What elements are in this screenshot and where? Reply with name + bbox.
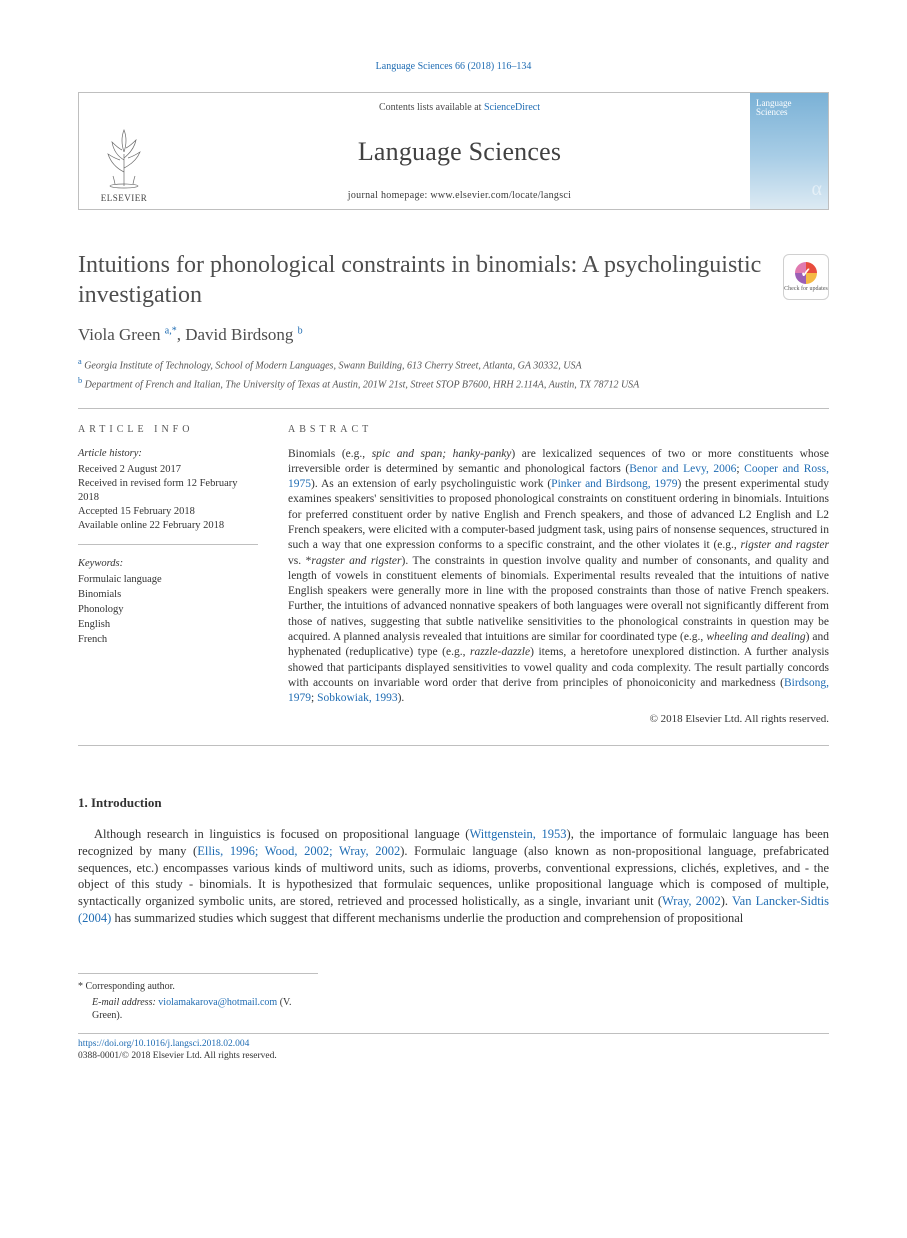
journal-cover-thumb: Language Sciences α [750,93,828,209]
section-1-heading: 1. Introduction [78,794,829,812]
keyword: Formulaic language [78,573,258,587]
cover-alpha-icon: α [812,176,822,203]
journal-name: Language Sciences [358,134,561,169]
cover-title: Language Sciences [756,99,822,119]
history-line: Accepted 15 February 2018 [78,505,258,519]
elsevier-tree-icon [98,124,150,190]
history-line: Available online 22 February 2018 [78,519,258,533]
intro-paragraph: Although research in linguistics is focu… [78,826,829,927]
corresponding-author-note: * Corresponding author. [78,980,318,994]
article-info-column: ARTICLE INFO Article history: Received 2… [78,423,258,727]
keywords-label: Keywords: [78,557,258,571]
affiliations: a Georgia Institute of Technology, Schoo… [78,356,829,409]
footnotes: * Corresponding author. E-mail address: … [78,973,318,1023]
issn-copyright-line: 0388-0001/© 2018 Elsevier Ltd. All right… [78,1050,829,1063]
article-history: Article history: Received 2 August 2017 … [78,447,258,545]
check-updates-label: Check for updates [784,286,828,292]
check-for-updates-badge[interactable]: Check for updates [783,254,829,300]
abstract-text: Binomials (e.g., spic and span; hanky-pa… [288,447,829,707]
contents-prefix: Contents lists available at [379,102,484,113]
affiliation-b: b Department of French and Italian, The … [78,375,829,392]
article-title: Intuitions for phonological constraints … [78,250,763,310]
contents-available-line: Contents lists available at ScienceDirec… [379,101,540,115]
running-citation: Language Sciences 66 (2018) 116–134 [78,60,829,74]
article-info-heading: ARTICLE INFO [78,423,258,437]
masthead-center: Contents lists available at ScienceDirec… [169,93,750,209]
history-line: Received 2 August 2017 [78,463,258,477]
history-label: Article history: [78,447,258,461]
email-label: E-mail address: [92,997,156,1008]
doi-link[interactable]: https://doi.org/10.1016/j.langsci.2018.0… [78,1038,829,1051]
journal-homepage-link[interactable]: www.elsevier.com/locate/langsci [430,190,571,201]
email-line: E-mail address: violamakarova@hotmail.co… [78,996,318,1023]
keyword: Binomials [78,588,258,602]
keywords-list: Formulaic language Binomials Phonology E… [78,573,258,648]
footer-block: https://doi.org/10.1016/j.langsci.2018.0… [78,1033,829,1064]
email-address-link[interactable]: violamakarova@hotmail.com [158,997,277,1008]
masthead: ELSEVIER Contents lists available at Sci… [78,92,829,210]
publisher-logo-box: ELSEVIER [79,93,169,209]
history-line: Received in revised form 12 February 201… [78,477,258,505]
keyword: French [78,633,258,647]
journal-homepage-line: journal homepage: www.elsevier.com/locat… [348,189,571,203]
crossmark-icon [795,262,817,284]
abstract-copyright: © 2018 Elsevier Ltd. All rights reserved… [288,712,829,727]
affiliation-a: a Georgia Institute of Technology, Schoo… [78,356,829,373]
abstract-heading: ABSTRACT [288,423,829,437]
publisher-label: ELSEVIER [101,192,148,204]
keyword: Phonology [78,603,258,617]
sciencedirect-link[interactable]: ScienceDirect [484,102,540,113]
homepage-prefix: journal homepage: [348,190,431,201]
abstract-column: ABSTRACT Binomials (e.g., spic and span;… [288,423,829,727]
keyword: English [78,618,258,632]
authors-line: Viola Green a,*, David Birdsong b [78,324,829,347]
